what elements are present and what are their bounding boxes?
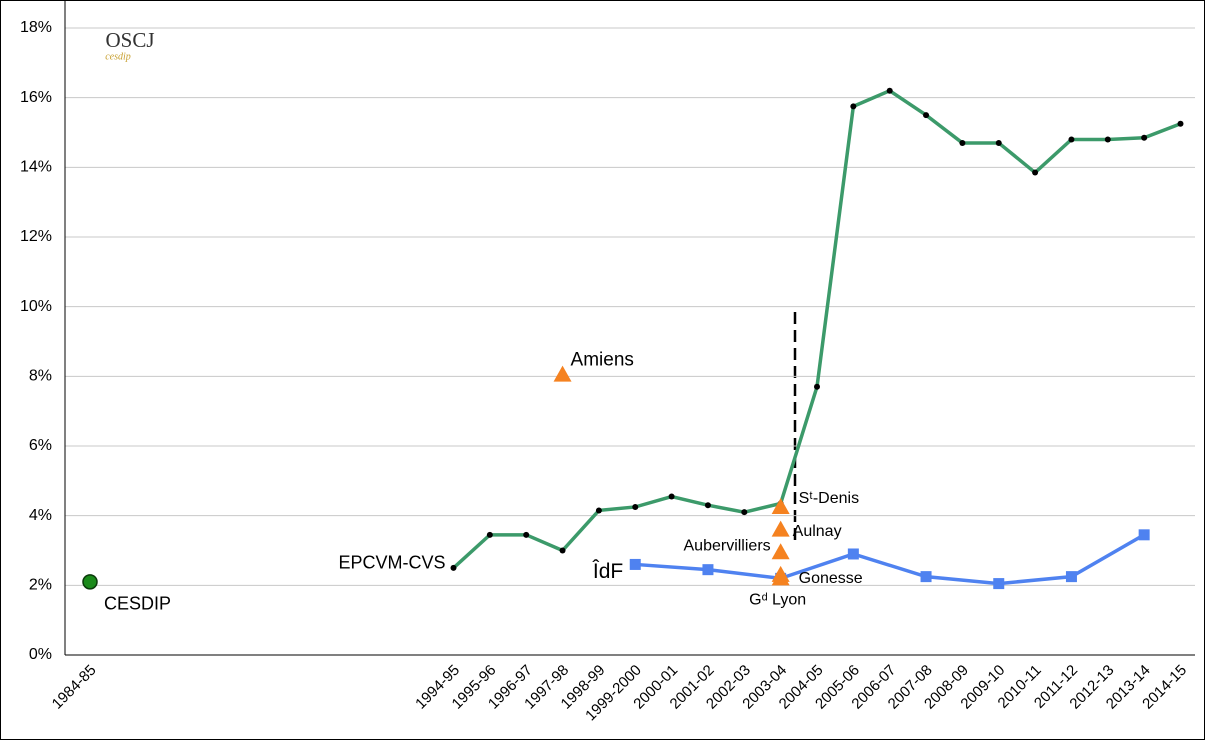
point — [559, 547, 566, 554]
series-line — [635, 533, 1146, 586]
point — [1138, 529, 1150, 541]
point — [523, 531, 530, 538]
point — [486, 531, 493, 538]
point — [1141, 134, 1148, 141]
series-label: CESDIP — [104, 594, 171, 614]
point-label: Aubervilliers — [684, 537, 771, 554]
point-label: Sᵗ-Denis — [799, 490, 859, 507]
y-tick-label: 0% — [29, 646, 52, 663]
triangle-marker — [771, 569, 790, 586]
point — [632, 503, 639, 510]
triangle-marker — [771, 497, 790, 514]
y-tick-label: 4% — [29, 507, 52, 524]
series-label: EPCVM-CVS — [338, 553, 445, 573]
point — [1104, 136, 1111, 143]
point-label: Amiens — [571, 350, 634, 371]
point-label: Gonesse — [799, 570, 863, 587]
y-tick-label: 18% — [20, 19, 52, 36]
point — [668, 493, 675, 500]
point — [704, 502, 711, 509]
point — [450, 564, 457, 571]
y-tick-label: 10% — [20, 298, 52, 315]
point — [920, 571, 932, 583]
point — [959, 139, 966, 146]
triangle-marker — [771, 520, 790, 537]
logo-title: OSCJ — [105, 28, 154, 52]
point — [1032, 169, 1039, 176]
triangle-marker — [553, 365, 572, 382]
y-tick-label: 8% — [29, 368, 52, 385]
point — [1068, 136, 1075, 143]
y-tick-label: 6% — [29, 437, 52, 454]
y-tick-label: 14% — [20, 159, 52, 176]
series-label: ÎdF — [592, 560, 623, 583]
point — [1065, 571, 1077, 583]
point — [82, 574, 98, 590]
point — [702, 564, 714, 576]
point-label: Gᵈ Lyon — [749, 592, 806, 609]
point — [1177, 120, 1184, 127]
point — [741, 509, 748, 516]
point — [995, 139, 1002, 146]
logo-subtitle: cesdip — [105, 51, 131, 62]
y-tick-label: 16% — [20, 89, 52, 106]
y-tick-label: 2% — [29, 577, 52, 594]
point — [850, 103, 857, 110]
point — [595, 507, 602, 514]
triangle-marker — [771, 543, 790, 560]
point — [847, 548, 859, 560]
point — [993, 578, 1005, 590]
point-label: Aulnay — [793, 523, 842, 540]
point — [629, 558, 641, 570]
point — [814, 383, 820, 390]
point — [886, 87, 893, 94]
y-tick-label: 12% — [20, 228, 52, 245]
point — [923, 112, 930, 119]
